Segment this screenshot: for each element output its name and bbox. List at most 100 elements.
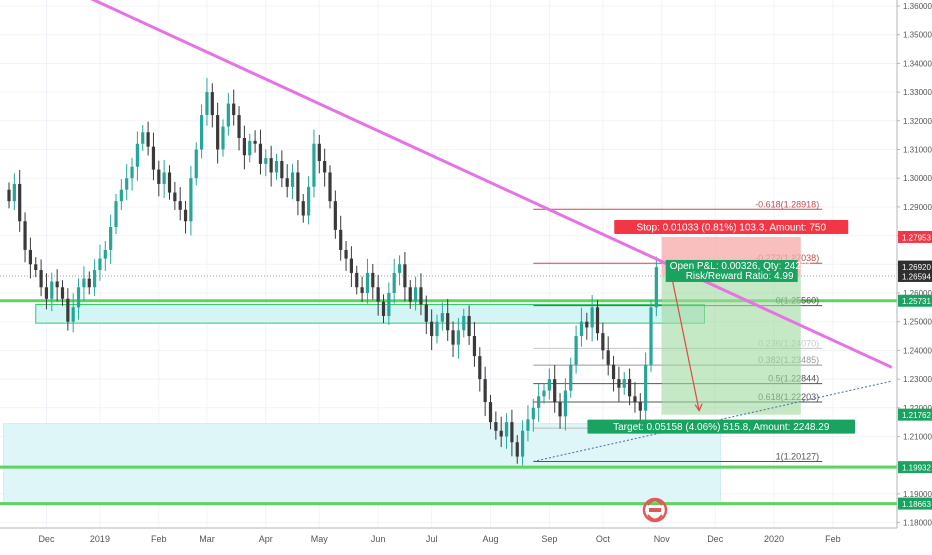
time-tick-label: Mar bbox=[199, 534, 215, 544]
candle-body bbox=[253, 140, 257, 144]
price-tick-label: 1.23000 bbox=[903, 375, 932, 384]
candle-body bbox=[109, 226, 113, 250]
candle-body bbox=[151, 146, 156, 170]
candle-body bbox=[317, 143, 321, 161]
candle-body bbox=[44, 287, 49, 299]
candle-body bbox=[232, 103, 236, 116]
candle-body bbox=[296, 172, 300, 202]
pnl-box bbox=[665, 259, 798, 282]
logo-swirl-icon bbox=[647, 499, 663, 521]
demand-zone bbox=[35, 303, 705, 324]
candle-body bbox=[189, 178, 193, 222]
candle-body bbox=[558, 402, 562, 417]
candle-body bbox=[114, 201, 118, 227]
candle-body bbox=[55, 281, 59, 288]
fib-level-label: -0.618(1.28918) bbox=[755, 199, 819, 209]
candle-body bbox=[515, 442, 519, 457]
price-tick-label: 1.36000 bbox=[903, 2, 932, 11]
time-tick-label: Dec bbox=[707, 534, 724, 544]
time-tick-label: Nov bbox=[654, 534, 671, 544]
candle-body bbox=[504, 422, 509, 437]
candle-body bbox=[595, 307, 600, 334]
candle-body bbox=[472, 336, 477, 357]
logo-bar-icon bbox=[649, 508, 661, 512]
price-tick-label: 1.22000 bbox=[903, 404, 932, 413]
stop-label: Stop: 0.01033 (0.81%) 103.3, Amount: 750 bbox=[636, 222, 826, 233]
risk-reward-label: Risk/Reward Ratio: 4.99 bbox=[686, 271, 794, 282]
candle-body bbox=[499, 430, 503, 437]
candle-body bbox=[531, 407, 535, 420]
candle-body bbox=[39, 270, 43, 288]
time-tick-label: Sep bbox=[541, 534, 557, 544]
candle-body bbox=[98, 258, 102, 271]
candle-body bbox=[146, 132, 150, 147]
candle-body bbox=[553, 379, 557, 403]
candle-body bbox=[392, 272, 396, 293]
candle-body bbox=[537, 396, 541, 408]
time-tick-label: Jun bbox=[371, 534, 386, 544]
price-tag bbox=[898, 230, 932, 243]
candle-body bbox=[462, 315, 466, 331]
candle-body bbox=[590, 307, 594, 328]
descending-trendline bbox=[90, 0, 893, 369]
time-tick-label: Feb bbox=[825, 534, 841, 544]
candle-body bbox=[649, 307, 653, 365]
target-label: Target: 0.05158 (4.06%) 515.8, Amount: 2… bbox=[613, 422, 830, 433]
candle-body bbox=[173, 192, 177, 202]
candle-body bbox=[585, 321, 589, 328]
candle-body bbox=[446, 313, 450, 331]
time-tick-label: Oct bbox=[596, 534, 611, 544]
candle-body bbox=[339, 229, 343, 250]
candle-body bbox=[397, 264, 402, 273]
price-tag-label: 1.27953 bbox=[902, 233, 931, 242]
candle-body bbox=[526, 419, 530, 431]
time-axis-background bbox=[0, 528, 932, 550]
candle-body bbox=[162, 172, 166, 184]
price-tick-label: 1.21000 bbox=[903, 433, 932, 442]
candle-body bbox=[280, 160, 284, 179]
candle-body bbox=[237, 115, 241, 139]
candle-body bbox=[242, 138, 246, 156]
price-tick-label: 1.24000 bbox=[903, 346, 932, 355]
candle-body bbox=[569, 364, 573, 391]
candle-body bbox=[194, 149, 198, 179]
candle-body bbox=[312, 143, 316, 187]
candle-body bbox=[360, 287, 364, 293]
profit-zone bbox=[661, 275, 801, 415]
price-tick-label: 1.33000 bbox=[903, 88, 932, 97]
candle-body bbox=[424, 304, 428, 322]
candle-body bbox=[264, 158, 268, 164]
candles bbox=[7, 78, 658, 466]
price-tick-label: 1.18000 bbox=[903, 519, 932, 528]
candle-body bbox=[606, 350, 610, 365]
candle-body bbox=[157, 169, 161, 184]
candle-body bbox=[654, 267, 658, 308]
candle-body bbox=[414, 287, 418, 302]
price-tick-label: 1.32000 bbox=[903, 117, 932, 126]
time-tick-label: May bbox=[311, 534, 329, 544]
candle-body bbox=[440, 313, 444, 322]
logo-ring-icon bbox=[642, 497, 668, 523]
candle-body bbox=[344, 249, 348, 259]
price-tick-label: 1.19000 bbox=[903, 490, 932, 499]
candle-body bbox=[510, 422, 514, 443]
candle-body bbox=[71, 307, 75, 322]
candle-body bbox=[269, 158, 273, 173]
candle-body bbox=[205, 92, 209, 116]
price-tick-label: 1.26000 bbox=[903, 289, 932, 298]
arrow-head-icon bbox=[694, 403, 703, 412]
time-tick-label: 2020 bbox=[764, 534, 784, 544]
price-tag bbox=[898, 294, 932, 307]
price-tag-label: 1.25731 bbox=[902, 297, 931, 306]
candle-body bbox=[50, 281, 54, 299]
candle-body bbox=[622, 379, 626, 388]
candle-body bbox=[82, 278, 86, 288]
candle-body bbox=[483, 379, 487, 403]
candle-body bbox=[574, 336, 578, 365]
price-tag bbox=[898, 269, 932, 282]
candle-body bbox=[66, 298, 70, 322]
candle-body bbox=[103, 249, 107, 259]
candle-body bbox=[521, 430, 525, 457]
